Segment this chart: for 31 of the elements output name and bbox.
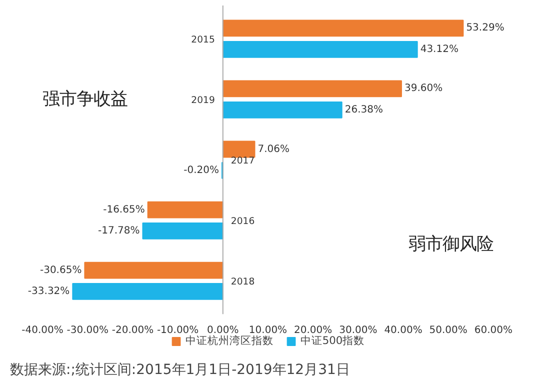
x-tick-label: -30.00% bbox=[66, 325, 109, 336]
x-tick-label: 20.00% bbox=[294, 325, 332, 336]
x-tick-label: -20.00% bbox=[112, 325, 154, 336]
x-tick-label: 60.00% bbox=[474, 325, 513, 336]
data-label: -30.65% bbox=[40, 264, 82, 276]
legend-label: 中证500指数 bbox=[300, 334, 365, 348]
legend-label: 中证杭州湾区指数 bbox=[185, 334, 274, 348]
data-label: -0.20% bbox=[184, 164, 220, 176]
source-note: 数据来源:;统计区间:2015年1月1日-2019年12月31日 bbox=[10, 361, 350, 380]
y-tick-label: 2017 bbox=[230, 155, 255, 166]
data-label: 43.12% bbox=[420, 44, 458, 55]
data-label: 39.60% bbox=[404, 83, 443, 94]
x-tick-label: 40.00% bbox=[384, 325, 422, 336]
annotation: 强市争收益 bbox=[42, 89, 128, 110]
x-tick-label: 50.00% bbox=[429, 325, 468, 336]
data-label: 26.38% bbox=[344, 104, 383, 116]
y-tick-label: 2015 bbox=[191, 34, 215, 46]
x-tick-label: 10.00% bbox=[248, 325, 288, 336]
x-tick-label: 30.00% bbox=[339, 325, 378, 336]
data-label: -17.78% bbox=[98, 225, 140, 236]
x-tick-label: -10.00% bbox=[156, 325, 199, 336]
y-tick-label: 2019 bbox=[191, 94, 215, 106]
x-tick-label: 0.00% bbox=[207, 325, 239, 336]
y-tick-label: 2016 bbox=[230, 216, 255, 227]
y-tick-label: 2018 bbox=[230, 276, 255, 288]
data-label: -33.32% bbox=[28, 286, 70, 297]
data-label: -16.65% bbox=[103, 204, 145, 216]
annotation: 弱市御风险 bbox=[408, 234, 494, 255]
x-tick-label: -40.00% bbox=[22, 325, 64, 336]
data-label: 7.06% bbox=[258, 144, 290, 155]
data-label: 53.29% bbox=[466, 22, 504, 34]
